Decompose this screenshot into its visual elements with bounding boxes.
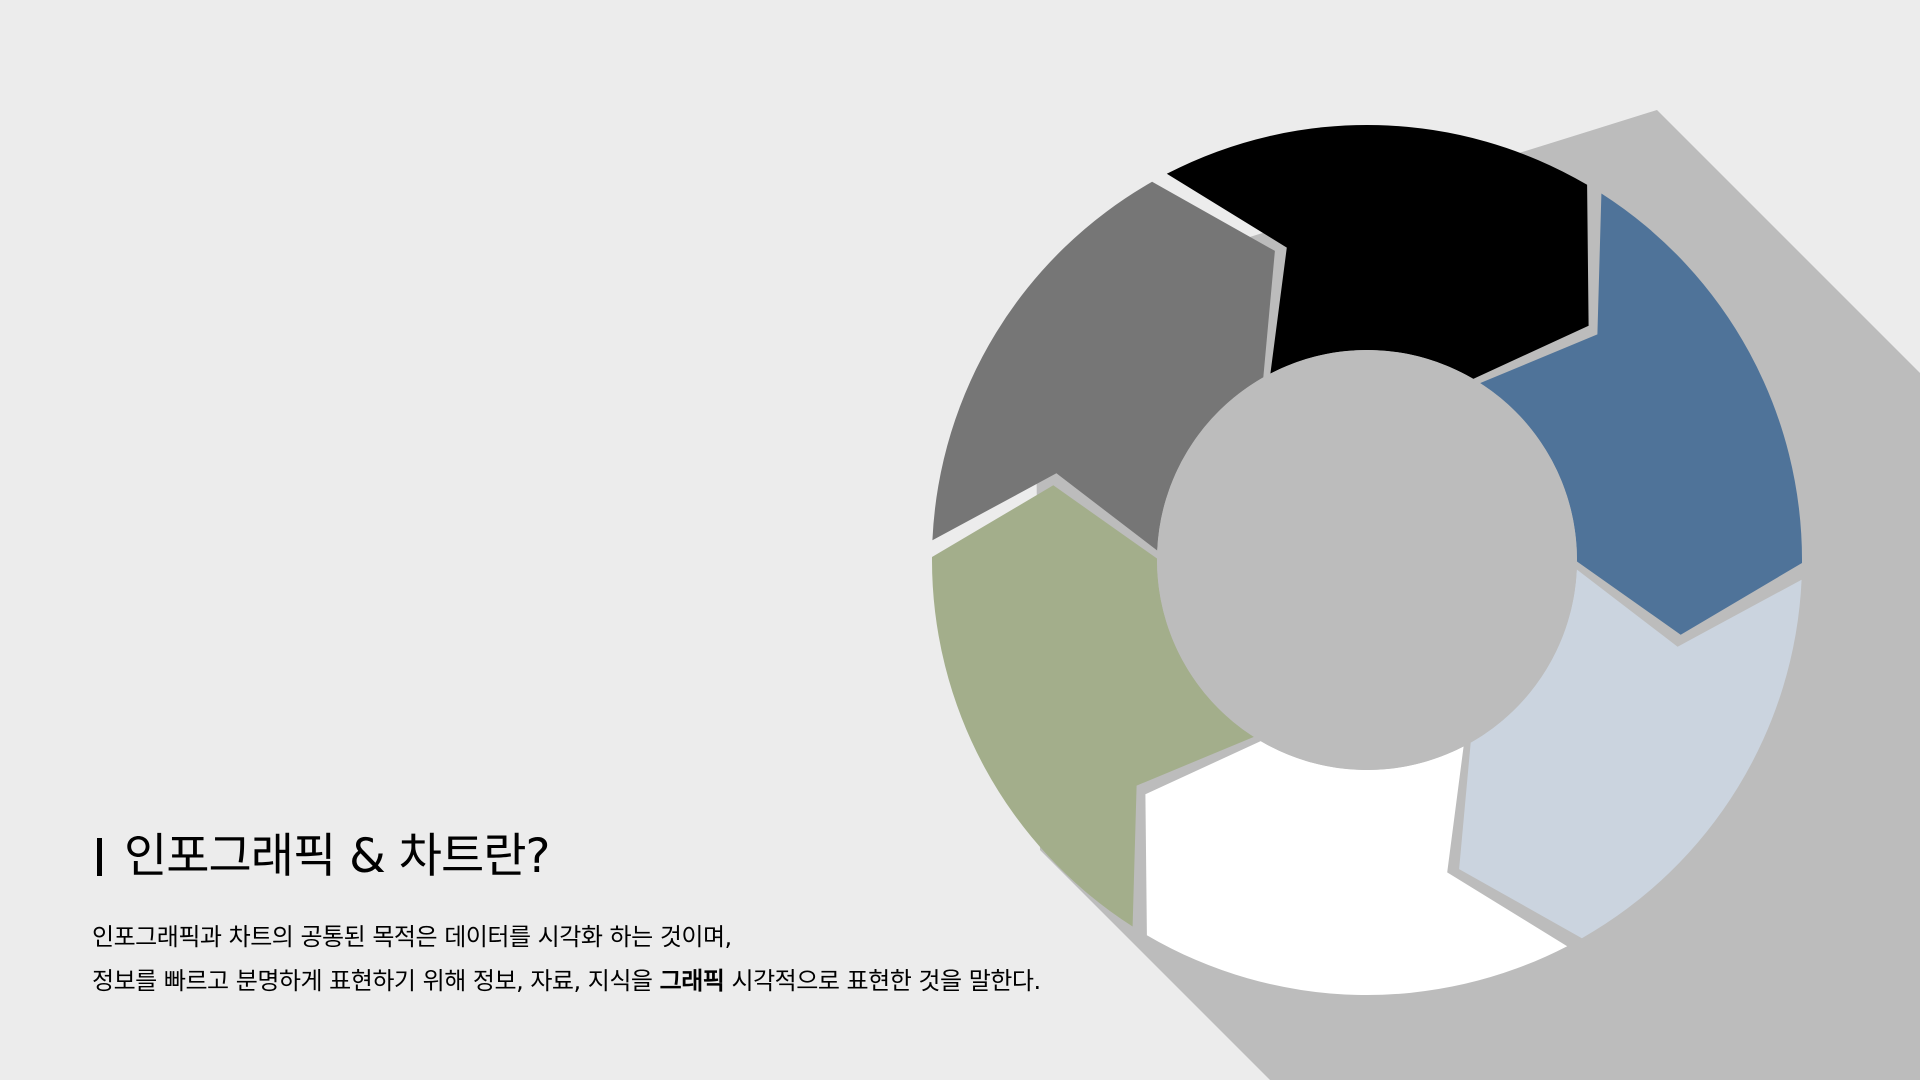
description: 인포그래픽과 차트의 공통된 목적은 데이터를 시각화 하는 것이며, 정보를 … <box>92 915 1041 1003</box>
title-accent-bar <box>97 838 102 876</box>
segment-white <box>1145 741 1568 995</box>
center-hub <box>1157 350 1577 770</box>
description-line-2-end: 시각적으로 표현한 것을 말한다. <box>724 967 1042 995</box>
segment-steel-blue <box>1480 193 1803 635</box>
description-line-1: 인포그래픽과 차트의 공통된 목적은 데이터를 시각화 하는 것이며, <box>92 923 732 951</box>
segment-black <box>1166 124 1589 379</box>
description-highlight: 그래픽 <box>659 967 725 995</box>
description-line-2: 정보를 빠르고 분명하게 표현하기 위해 정보, 자료, 지식을 <box>92 967 660 995</box>
segment-light-blue <box>1459 569 1802 939</box>
page-title: 인포그래픽 & 차트란? <box>124 829 550 884</box>
cycle-segments <box>931 124 1803 995</box>
segment-gray <box>932 181 1275 551</box>
segment-sage-green <box>931 485 1254 927</box>
